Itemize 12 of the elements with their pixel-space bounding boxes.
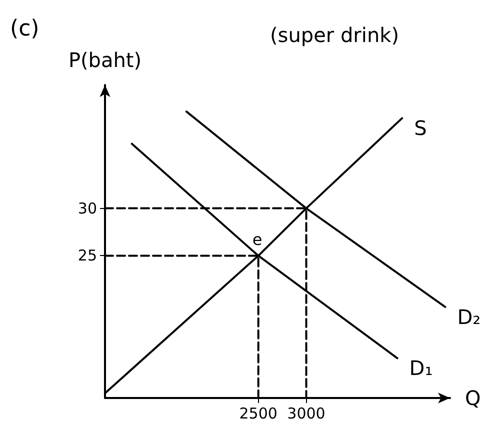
y-tick-label: 30 — [78, 199, 97, 218]
series-label: D₂ — [457, 304, 481, 329]
series-label: S — [414, 116, 427, 140]
x-axis-title: Q — [465, 386, 481, 410]
text: (c) — [10, 16, 40, 42]
series-label: D₁ — [409, 356, 433, 380]
y-axis-title: P(baht) — [68, 48, 142, 72]
y-tick-label: 25 — [78, 246, 97, 265]
chart-title: (super drink) — [270, 23, 400, 47]
annotation: e — [252, 230, 262, 250]
x-tick-label: 3000 — [287, 404, 326, 422]
x-tick-label: 2500 — [239, 404, 278, 422]
